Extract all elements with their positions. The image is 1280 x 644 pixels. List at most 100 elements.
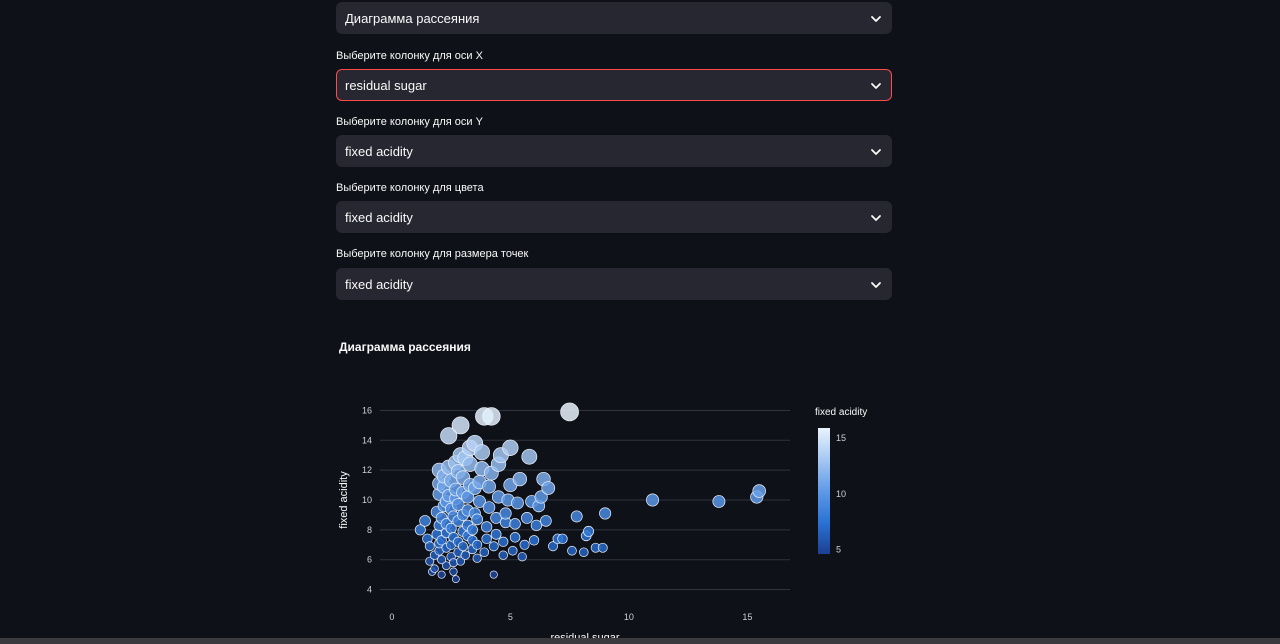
data-point[interactable] [498, 536, 509, 547]
data-point[interactable] [534, 490, 548, 504]
scatter-plot[interactable]: 4 6 8 10 12 14 16 0 5 10 15 residual sugar fixed aci… [330, 395, 890, 638]
data-point[interactable] [440, 427, 458, 445]
y-axis-value: fixed acidity [345, 144, 413, 159]
data-point[interactable] [482, 479, 496, 494]
data-point[interactable] [482, 501, 496, 514]
data-point[interactable] [517, 552, 527, 562]
y-tick-label: 16 [362, 405, 372, 415]
data-point[interactable] [451, 498, 465, 511]
y-tick-label: 4 [367, 585, 372, 595]
data-point[interactable] [570, 510, 583, 523]
data-point[interactable] [472, 553, 482, 563]
data-point[interactable] [481, 533, 492, 545]
x-tick-label: 15 [742, 612, 752, 622]
colorbar-tick-label: 5 [836, 545, 841, 555]
data-point[interactable] [752, 484, 766, 498]
data-point[interactable] [449, 567, 458, 576]
data-point[interactable] [597, 542, 608, 553]
data-point[interactable] [507, 545, 518, 556]
colorbar-title: fixed acidity [815, 407, 867, 418]
data-point[interactable] [646, 493, 660, 507]
x-tick-label: 0 [389, 612, 394, 622]
data-point[interactable] [599, 507, 612, 520]
data-point[interactable] [521, 512, 533, 524]
x-tick-label: 5 [508, 612, 513, 622]
data-point[interactable] [712, 495, 726, 508]
color-label: Выберите колонку для цвета [336, 182, 484, 194]
y-tick-label: 10 [362, 495, 372, 505]
data-point[interactable] [479, 547, 490, 558]
chevron-down-icon [871, 149, 881, 155]
chevron-down-icon [871, 215, 881, 221]
color-select[interactable]: fixed acidity [336, 201, 892, 233]
data-point[interactable] [481, 521, 493, 533]
data-point[interactable] [528, 535, 540, 546]
data-point[interactable] [579, 547, 589, 558]
data-point[interactable] [473, 444, 490, 461]
data-point[interactable] [424, 541, 435, 552]
data-point[interactable] [560, 402, 579, 422]
y-axis-select[interactable]: fixed acidity [336, 135, 892, 167]
data-point[interactable] [541, 481, 556, 495]
data-point[interactable] [472, 539, 483, 550]
data-point[interactable] [499, 507, 512, 520]
data-point[interactable] [471, 513, 484, 526]
y-tick-label: 12 [362, 465, 372, 475]
chevron-down-icon [871, 282, 881, 288]
chart-type-value: Диаграмма рассеяния [345, 11, 480, 26]
data-point[interactable] [509, 518, 521, 530]
data-point[interactable] [567, 545, 577, 556]
size-select[interactable]: fixed acidity [336, 268, 892, 300]
data-point[interactable] [512, 471, 527, 487]
x-axis-label: Выберите колонку для оси X [336, 50, 483, 62]
data-point[interactable] [419, 515, 431, 527]
data-point[interactable] [436, 535, 447, 546]
data-point[interactable] [511, 496, 524, 510]
size-label: Выберите колонку для размера точек [336, 248, 529, 260]
colorbar-tick-label: 15 [836, 433, 846, 443]
data-point[interactable] [457, 541, 468, 552]
data-point[interactable] [548, 541, 558, 552]
y-tick-label: 6 [367, 555, 372, 565]
chevron-down-icon [871, 16, 881, 22]
data-point[interactable] [437, 570, 446, 579]
data-point[interactable] [460, 550, 470, 560]
y-axis-title: fixed acidity [338, 471, 350, 529]
size-value: fixed acidity [345, 277, 413, 292]
data-point[interactable] [583, 525, 595, 537]
data-point[interactable] [451, 575, 460, 584]
colorbar [818, 428, 830, 554]
data-point[interactable] [540, 515, 552, 527]
data-point[interactable] [430, 564, 439, 573]
data-point[interactable] [482, 407, 501, 426]
data-point[interactable] [519, 539, 530, 550]
data-point[interactable] [489, 570, 498, 579]
x-axis-select[interactable]: residual sugar [336, 69, 892, 101]
x-axis-title: residual sugar [550, 632, 619, 638]
data-point[interactable] [498, 550, 508, 560]
data-point[interactable] [488, 541, 499, 552]
data-point[interactable] [414, 524, 426, 536]
data-point[interactable] [502, 439, 519, 456]
y-tick-label: 14 [362, 435, 372, 445]
data-point[interactable] [473, 495, 486, 508]
color-value: fixed acidity [345, 210, 413, 225]
data-point[interactable] [466, 524, 478, 536]
data-point[interactable] [451, 416, 470, 435]
x-axis-value: residual sugar [345, 78, 427, 93]
data-point[interactable] [437, 555, 447, 565]
data-point[interactable] [557, 533, 568, 545]
colorbar-tick-label: 10 [836, 489, 846, 499]
chart-type-select[interactable]: Диаграмма рассеяния [336, 2, 892, 34]
chart-title: Диаграмма рассеяния [339, 340, 471, 354]
data-point[interactable] [521, 448, 538, 465]
y-tick-label: 8 [367, 525, 372, 535]
bottom-scrollbar[interactable] [0, 638, 1280, 644]
data-point[interactable] [490, 528, 502, 540]
data-point[interactable] [509, 532, 521, 543]
y-axis-label: Выберите колонку для оси Y [336, 116, 483, 128]
chevron-down-icon [871, 83, 881, 89]
data-point[interactable] [456, 556, 466, 566]
data-point[interactable] [530, 519, 543, 532]
data-point[interactable] [425, 556, 435, 566]
